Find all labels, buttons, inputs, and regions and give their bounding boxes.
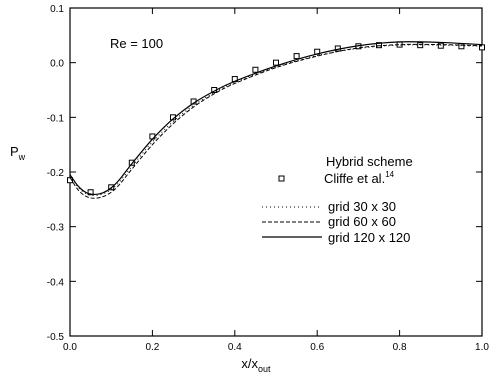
y-tick-label: -0.4 — [47, 277, 65, 288]
legend-label-grid60: grid 60 x 60 — [328, 214, 396, 229]
legend: Hybrid scheme Cliffe et al.14 grid 30 x … — [262, 154, 413, 245]
legend-label-cliffe: Cliffe et al.14 — [324, 170, 395, 186]
y-tick-label: -0.3 — [47, 223, 65, 234]
y-tick-label: 0.0 — [50, 59, 64, 70]
x-tick-label: 0.2 — [145, 342, 159, 353]
legend-marker-cliffe — [278, 175, 285, 182]
y-tick-label: -0.5 — [47, 332, 65, 343]
x-axis-title: x/xout — [241, 356, 271, 374]
series-line-3 — [69, 41, 483, 196]
data-point-cliffe — [128, 159, 135, 166]
legend-label-cliffe-sup: 14 — [385, 170, 394, 179]
data-point-cliffe — [437, 42, 444, 49]
y-tick-label: -0.2 — [47, 168, 65, 179]
x-tick-label: 0.4 — [228, 342, 242, 353]
axis-ticks: 0.0 0.2 0.4 0.6 0.8 1.0 -0.5 -0.4 -0.3 -0.2 -0.1 0.… — [47, 4, 490, 353]
legend-title: Hybrid scheme — [326, 154, 413, 169]
plot-frame — [69, 7, 483, 337]
legend-label-grid120: grid 120 x 120 — [328, 230, 410, 245]
legend-label-grid30: grid 30 x 30 — [328, 199, 396, 214]
y-tick-label: 0.1 — [50, 4, 64, 15]
y-axis-title: Pw — [10, 144, 26, 162]
x-tick-label: 0.8 — [393, 342, 407, 353]
data-point-cliffe — [417, 42, 424, 49]
data-point-cliffe — [458, 43, 465, 50]
data-point-cliffe — [293, 53, 300, 60]
series-line-1 — [69, 44, 483, 197]
annotation-re: Re = 100 — [110, 36, 163, 51]
y-tick-label: -0.1 — [47, 113, 65, 124]
data-point-cliffe — [252, 66, 259, 73]
series-line-2 — [69, 43, 483, 199]
data-point-cliffe — [87, 189, 94, 196]
data-point-cliffe — [479, 44, 485, 51]
x-tick-label: 0.6 — [310, 342, 324, 353]
series-layer — [67, 41, 485, 199]
x-tick-label: 0.0 — [63, 342, 77, 353]
x-tick-label: 1.0 — [475, 342, 489, 353]
y-axis-title-sub: w — [18, 152, 26, 162]
data-point-cliffe — [273, 59, 279, 66]
x-axis-title-sub: out — [258, 364, 271, 374]
